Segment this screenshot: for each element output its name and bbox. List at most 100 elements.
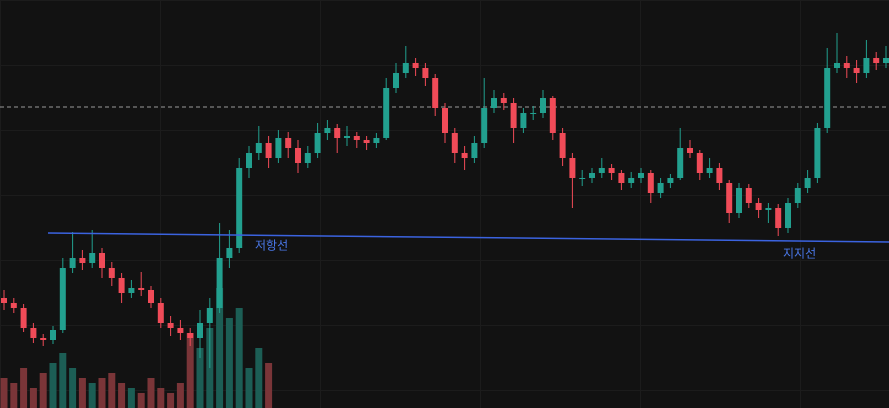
candle-body xyxy=(99,253,105,268)
candle-body xyxy=(540,98,546,113)
candle-body xyxy=(589,173,595,178)
candle-body xyxy=(481,108,488,143)
candle-body xyxy=(422,68,429,78)
candle-body xyxy=(451,133,458,153)
candle-body xyxy=(20,308,27,328)
volume-bar xyxy=(88,383,96,408)
candle-body xyxy=(265,143,272,158)
annotation: 저항선 xyxy=(255,239,288,253)
candle-body xyxy=(657,183,664,193)
candle-body xyxy=(843,63,850,68)
volume-bar xyxy=(196,348,204,408)
candle-body xyxy=(579,178,586,179)
volume-bar xyxy=(225,318,233,408)
candle-body xyxy=(834,63,840,68)
volume-bar xyxy=(98,378,106,408)
candle-body xyxy=(50,330,56,340)
candle-body xyxy=(520,113,527,128)
candle-body xyxy=(814,128,821,178)
candle-body xyxy=(442,108,448,133)
volume-bar xyxy=(78,378,86,408)
candle-body xyxy=(373,138,380,143)
candle-body xyxy=(530,113,537,114)
candle-body xyxy=(108,268,115,278)
candle-body xyxy=(647,173,654,193)
candle-body xyxy=(187,333,194,338)
trend-line xyxy=(47,232,889,243)
candle-body xyxy=(246,153,252,168)
candle-body xyxy=(549,98,556,133)
candle-body xyxy=(344,136,350,138)
volume-bar xyxy=(10,383,18,408)
candle-body xyxy=(677,148,684,178)
candle-body xyxy=(873,58,880,63)
candle-body xyxy=(775,208,782,228)
candle-body xyxy=(216,258,223,308)
volume-bar xyxy=(147,378,155,408)
candle-body xyxy=(853,68,860,73)
candle-body xyxy=(314,133,321,153)
candle-body xyxy=(206,308,213,323)
candle-body xyxy=(559,133,566,158)
volume-bar xyxy=(176,383,184,408)
volume-bar xyxy=(0,378,8,408)
volume-bar xyxy=(157,388,165,408)
volume-bar xyxy=(216,288,224,408)
candle-body xyxy=(148,290,154,303)
candle-body xyxy=(79,258,86,263)
candle-body xyxy=(226,248,233,258)
candle-body xyxy=(687,148,693,153)
volume-bar xyxy=(108,373,116,408)
volume-bar xyxy=(167,393,175,408)
candle-body xyxy=(393,73,399,88)
candle-body xyxy=(167,323,174,328)
candle-body xyxy=(471,143,478,158)
candle-body xyxy=(745,188,752,203)
volume-bar xyxy=(127,388,135,408)
candle-body xyxy=(804,178,811,188)
volume-bar xyxy=(265,363,273,408)
volume-bar xyxy=(186,333,194,408)
candle-body xyxy=(736,188,742,213)
candle-body xyxy=(138,288,145,290)
candle-body xyxy=(118,278,125,293)
candle-body xyxy=(285,138,292,148)
candle-body xyxy=(157,303,164,323)
candle-body xyxy=(706,168,713,173)
candle-body xyxy=(569,158,576,178)
candle-body xyxy=(667,178,674,183)
candle-body xyxy=(295,148,301,163)
candle-body xyxy=(726,183,733,213)
candle-body xyxy=(432,78,439,108)
candle-body xyxy=(324,128,331,133)
candle-body xyxy=(59,268,66,330)
candle-body xyxy=(383,88,390,138)
candle-body xyxy=(353,136,360,140)
candle-body xyxy=(275,138,282,158)
candle-body xyxy=(177,328,184,333)
candle-body xyxy=(128,288,135,293)
candle-body xyxy=(716,168,723,183)
volume-bar xyxy=(49,363,57,408)
candle-body xyxy=(824,68,831,128)
candle-body xyxy=(794,188,801,203)
candle-body xyxy=(500,98,507,103)
candle-body xyxy=(598,168,605,173)
volume-bar xyxy=(59,353,67,408)
candle-body xyxy=(89,253,96,263)
candle-body xyxy=(30,328,37,338)
candle-body xyxy=(236,168,243,248)
volume-bar xyxy=(20,368,28,408)
candle-body xyxy=(1,298,7,303)
candle-body xyxy=(863,58,870,73)
volume-bar xyxy=(39,373,47,408)
candle-body xyxy=(402,63,409,73)
volume-bar xyxy=(245,368,253,408)
candle-body xyxy=(304,153,311,163)
candle-body xyxy=(628,178,635,183)
candle-body xyxy=(197,323,203,338)
candle-body xyxy=(491,98,497,108)
candle-body xyxy=(334,128,341,138)
volume-bar xyxy=(29,388,37,408)
candle-body xyxy=(618,173,625,183)
